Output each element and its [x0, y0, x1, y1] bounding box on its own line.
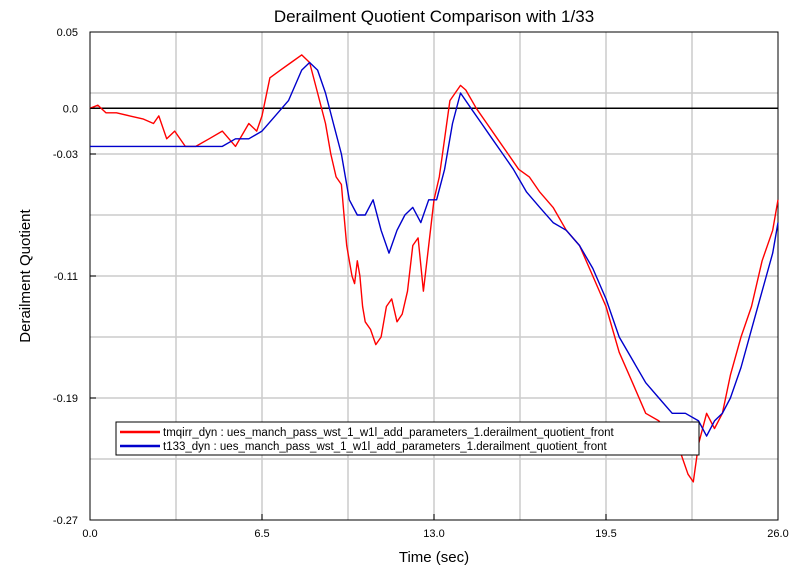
- x-tick-label: 6.5: [254, 528, 269, 540]
- x-tick-label: 26.0: [767, 528, 788, 540]
- y-tick-label: 0.0: [63, 103, 78, 115]
- y-tick-label: -0.11: [54, 271, 78, 283]
- y-tick-label: -0.19: [53, 393, 78, 405]
- series-line-t133: [90, 61, 779, 437]
- y-axis-label: Derailment Quotient: [17, 208, 34, 342]
- chart-title: Derailment Quotient Comparison with 1/33: [274, 7, 594, 26]
- legend-entry-tmqirr: tmqirr_dyn : ues_manch_pass_wst_1_w1l_ad…: [163, 427, 614, 439]
- axis-ticks: 0.0 6.5 13.0 19.5 26.0 0.05 0.0 -0.03 -0.11 -0.19…: [53, 27, 789, 540]
- x-axis-label: Time (sec): [399, 549, 469, 566]
- y-tick-label: 0.05: [57, 27, 78, 39]
- x-tick-label: 19.5: [595, 528, 616, 540]
- legend-box: [115, 421, 700, 456]
- grid-lines: [90, 32, 778, 520]
- x-tick-label: 0.0: [82, 528, 97, 540]
- x-tick-label: 13.0: [423, 528, 444, 540]
- series-line-tmqirr: [89, 54, 779, 483]
- series-layer: [89, 54, 779, 483]
- y-tick-label: -0.03: [53, 149, 78, 161]
- y-tick-label: -0.27: [53, 515, 78, 527]
- legend-entry-t133: t133_dyn : ues_manch_pass_wst_1_w1l_add_…: [163, 441, 607, 453]
- legend: tmqirr_dyn : ues_manch_pass_wst_1_w1l_ad…: [115, 421, 700, 456]
